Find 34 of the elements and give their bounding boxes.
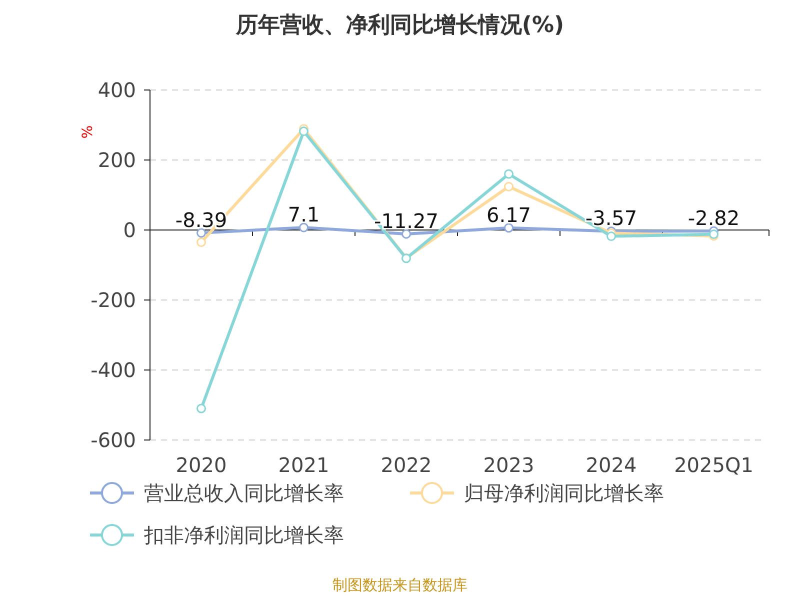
x-tick-label: 2023 xyxy=(483,453,534,477)
point xyxy=(299,126,308,136)
y-tick-label: 200 xyxy=(98,148,136,172)
data-label: -11.27 xyxy=(374,208,438,233)
point xyxy=(299,222,308,232)
data-label: 7.1 xyxy=(288,202,320,227)
point xyxy=(402,229,411,239)
x-tick-label: 2022 xyxy=(380,453,432,477)
y-tick-label: 0 xyxy=(123,218,136,242)
point xyxy=(196,404,206,414)
legend-label: 归母净利润同比增长率 xyxy=(464,481,664,505)
y-tick-label: 400 xyxy=(98,78,136,102)
data-label: -2.82 xyxy=(688,206,740,230)
legend-label: 扣非净利润同比增长率 xyxy=(143,523,344,547)
legend-label: 营业总收入同比增长率 xyxy=(144,481,344,505)
point xyxy=(504,182,514,192)
point xyxy=(504,169,514,179)
x-tick-label: 2025Q1 xyxy=(674,453,754,477)
y-axis-title: % xyxy=(80,125,96,139)
y-tick-label: -600 xyxy=(90,428,136,452)
chart-title: 历年营收、净利同比增长情况(%) xyxy=(234,13,564,38)
y-tick-label: -400 xyxy=(90,358,136,382)
data-label: -8.39 xyxy=(175,208,228,232)
x-tick-label: 2020 xyxy=(176,453,227,477)
data-label: 6.17 xyxy=(486,202,532,227)
data-label: -3.57 xyxy=(585,206,638,230)
point xyxy=(196,238,206,247)
x-tick-label: 2021 xyxy=(278,453,330,477)
point xyxy=(504,223,514,233)
y-tick-label: -200 xyxy=(90,288,136,312)
point xyxy=(196,228,206,238)
text: 制图数据来自数据库 xyxy=(332,576,468,594)
x-tick-label: 2024 xyxy=(586,453,637,477)
point xyxy=(606,232,616,242)
